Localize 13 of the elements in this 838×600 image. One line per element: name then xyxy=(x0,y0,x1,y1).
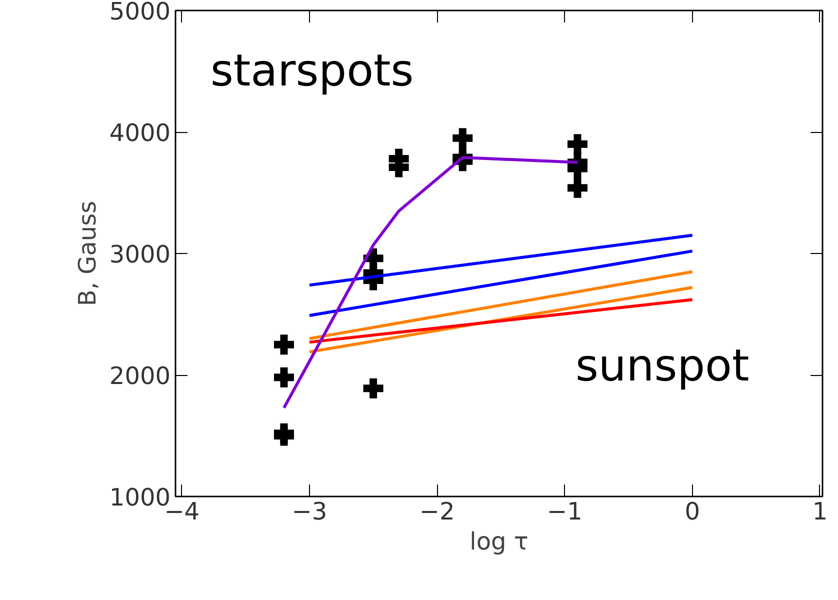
annotation: starspots xyxy=(210,46,414,96)
x-tick-label: −1 xyxy=(547,498,582,526)
y-tick-label: 2000 xyxy=(109,362,170,390)
y-tick-label: 5000 xyxy=(109,0,170,26)
y-tick-label: 3000 xyxy=(109,240,170,268)
y-tick-label: 4000 xyxy=(109,119,170,147)
x-tick-label: 1 xyxy=(812,498,828,526)
x-tick-label: −2 xyxy=(419,498,455,526)
x-axis-title: log τ xyxy=(470,528,528,556)
x-tick-label: −3 xyxy=(292,498,328,526)
annotation: sunspot xyxy=(576,340,750,392)
y-axis-title: B, Gauss xyxy=(73,200,102,306)
x-tick-label: 0 xyxy=(684,498,700,526)
